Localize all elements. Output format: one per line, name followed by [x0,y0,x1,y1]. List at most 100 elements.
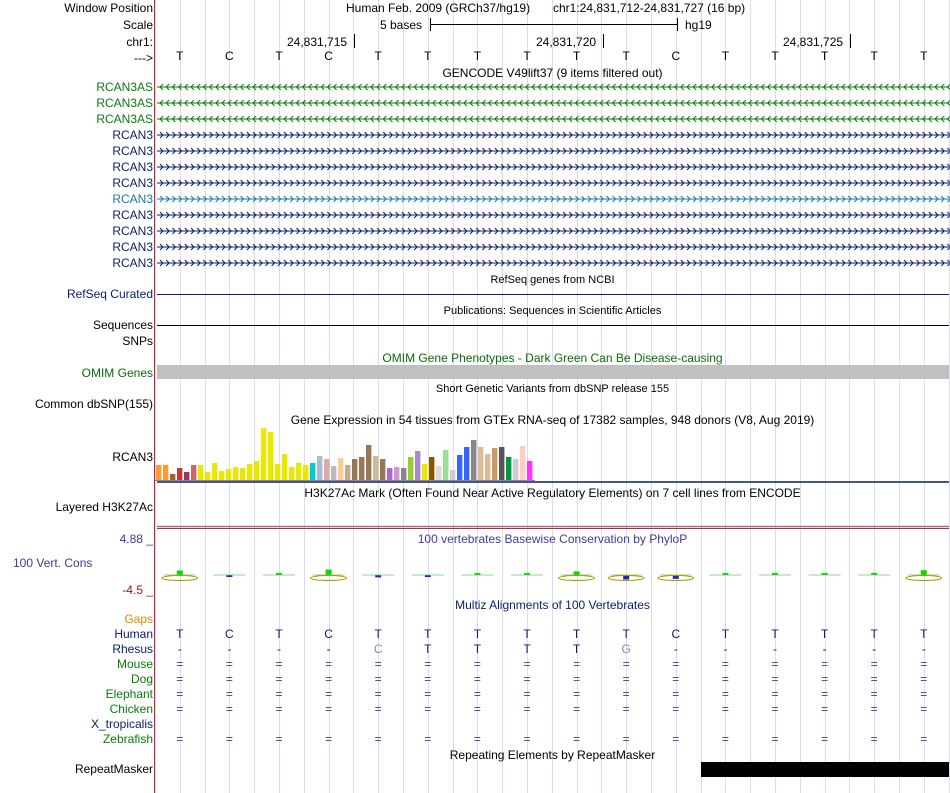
gencode-transcript-label[interactable]: RCAN3 [112,224,153,238]
publications-title: Publications: Sequences in Scientific Ar… [443,305,662,317]
gencode-transcript-label[interactable]: RCAN3 [112,192,153,206]
gencode-transcript-label[interactable]: RCAN3 [112,144,153,158]
gtex-tissue-bar [261,428,267,480]
alignment-base: = [424,702,432,716]
multiz-species-label[interactable]: Dog [130,672,153,686]
gtex-tissue-bar [499,447,505,480]
alignment-base: - [177,642,182,656]
alignment-base: = [672,672,680,686]
multiz-species-label[interactable]: Mouse [116,657,153,671]
alignment-base: = [920,672,928,686]
multiz-species-label[interactable]: X_tropicalis [90,717,153,731]
base-letter: C [225,49,234,63]
gtex-tissue-bar [191,465,197,480]
gtex-title: Gene Expression in 54 tissues from GTEx … [290,413,815,427]
common-dbsnp-label[interactable]: Common dbSNP(155) [34,397,153,411]
base-letter: T [473,49,482,63]
omim-genes-label[interactable]: OMIM Genes [81,366,153,380]
alignment-base: = [523,732,531,746]
strand-label[interactable]: ---> [134,51,153,65]
alignment-base: = [176,702,184,716]
phylop-score-bar [524,573,530,575]
multiz-species-label[interactable]: Zebrafish [102,732,153,746]
phylop-score-bar [226,575,233,577]
phylop-logo-glyph [607,575,645,581]
alignment-base: T [721,627,730,641]
omim-gene-bar[interactable] [157,365,949,379]
alignment-base: = [424,672,432,686]
alignment-base: C [373,642,383,656]
strand-chevrons [159,131,950,139]
gtex-tissue-bar [394,467,400,480]
gtex-tissue-bar [198,465,204,480]
gtex-tissue-bar [310,463,316,480]
alignment-base: = [225,657,233,671]
strand-chevrons [159,99,950,107]
gencode-transcript-label[interactable]: RCAN3 [112,208,153,222]
multiz-species-label[interactable]: Chicken [109,702,153,716]
gtex-tissue-bar [457,455,463,480]
gencode-transcript-label[interactable]: RCAN3 [112,160,153,174]
alignment-base: - [872,642,877,656]
window-position-label: Window Position [64,1,153,15]
scale-bar-right-tick [677,18,678,31]
gtex-tissue-bar [289,467,295,480]
gtex-tissue-bar [268,432,274,480]
snps-label[interactable]: SNPs [122,334,153,348]
phylop-logo-glyph [310,575,348,581]
phylop-score-bar [772,573,778,575]
alignment-base: = [275,732,283,746]
gencode-transcript-label[interactable]: RCAN3 [112,128,153,142]
alignment-base: T [523,627,531,641]
tick-mark-1 [354,34,355,48]
alignment-base: = [176,672,184,686]
phylop-score-bar [672,575,679,579]
gencode-transcript-label[interactable]: RCAN3AS [96,112,153,126]
assembly-title[interactable]: Human Feb. 2009 (GRCh37/hg19) [346,1,531,15]
phylop-label[interactable]: 100 Vert. Cons [13,556,93,570]
alignment-base: = [920,702,928,716]
alignment-base: T [374,627,382,641]
alignment-base: T [572,627,581,641]
alignment-base: - [773,642,777,656]
multiz-species-label[interactable]: Rhesus [112,642,153,656]
multiz-species-label[interactable]: Human [114,627,153,641]
gtex-gene-label[interactable]: RCAN3 [112,450,153,464]
gtex-tissue-bar [380,459,386,480]
alignment-base: = [920,657,928,671]
gencode-transcript-label[interactable]: RCAN3 [112,256,153,270]
gaps-label[interactable]: Gaps [124,612,153,626]
alignment-base: = [523,672,531,686]
alignment-base: = [473,732,481,746]
layered-h3k27ac-label[interactable]: Layered H3K27Ac [55,500,153,514]
alignment-base: = [870,702,878,716]
sequences-label[interactable]: Sequences [92,318,153,332]
alignment-base: = [325,657,333,671]
phylop-ymax: 4.88 _ [119,532,153,546]
alignment-base: T [424,627,432,641]
alignment-base: = [672,657,680,671]
phylop-logo-glyph [657,575,695,581]
position-readout[interactable]: chr1:24,831,712-24,831,727 (16 bp) [553,1,746,15]
alignment-base: = [523,702,531,716]
gencode-transcript-label[interactable]: RCAN3 [112,240,153,254]
gencode-transcript-label[interactable]: RCAN3 [112,176,153,190]
refseq-curated-label[interactable]: RefSeq Curated [66,287,153,301]
alignment-base: = [771,702,779,716]
strand-chevrons [159,115,950,123]
repeatmasker-label[interactable]: RepeatMasker [74,762,153,776]
multiz-species-label[interactable]: Elephant [105,687,153,701]
gencode-transcript-label[interactable]: RCAN3AS [96,96,153,110]
gencode-transcript-label[interactable]: RCAN3AS [96,80,153,94]
scale-text: 5 bases [380,18,423,32]
phylop-logo-glyph [161,575,199,581]
repeat-element-block[interactable] [701,762,949,777]
alignment-base: = [325,672,333,686]
alignment-base: = [374,702,382,716]
alignment-base: = [424,732,432,746]
alignment-base: = [721,672,729,686]
strand-chevrons [159,259,950,267]
gtex-tissue-bar [324,459,330,480]
phylop-score-bar [424,575,431,577]
